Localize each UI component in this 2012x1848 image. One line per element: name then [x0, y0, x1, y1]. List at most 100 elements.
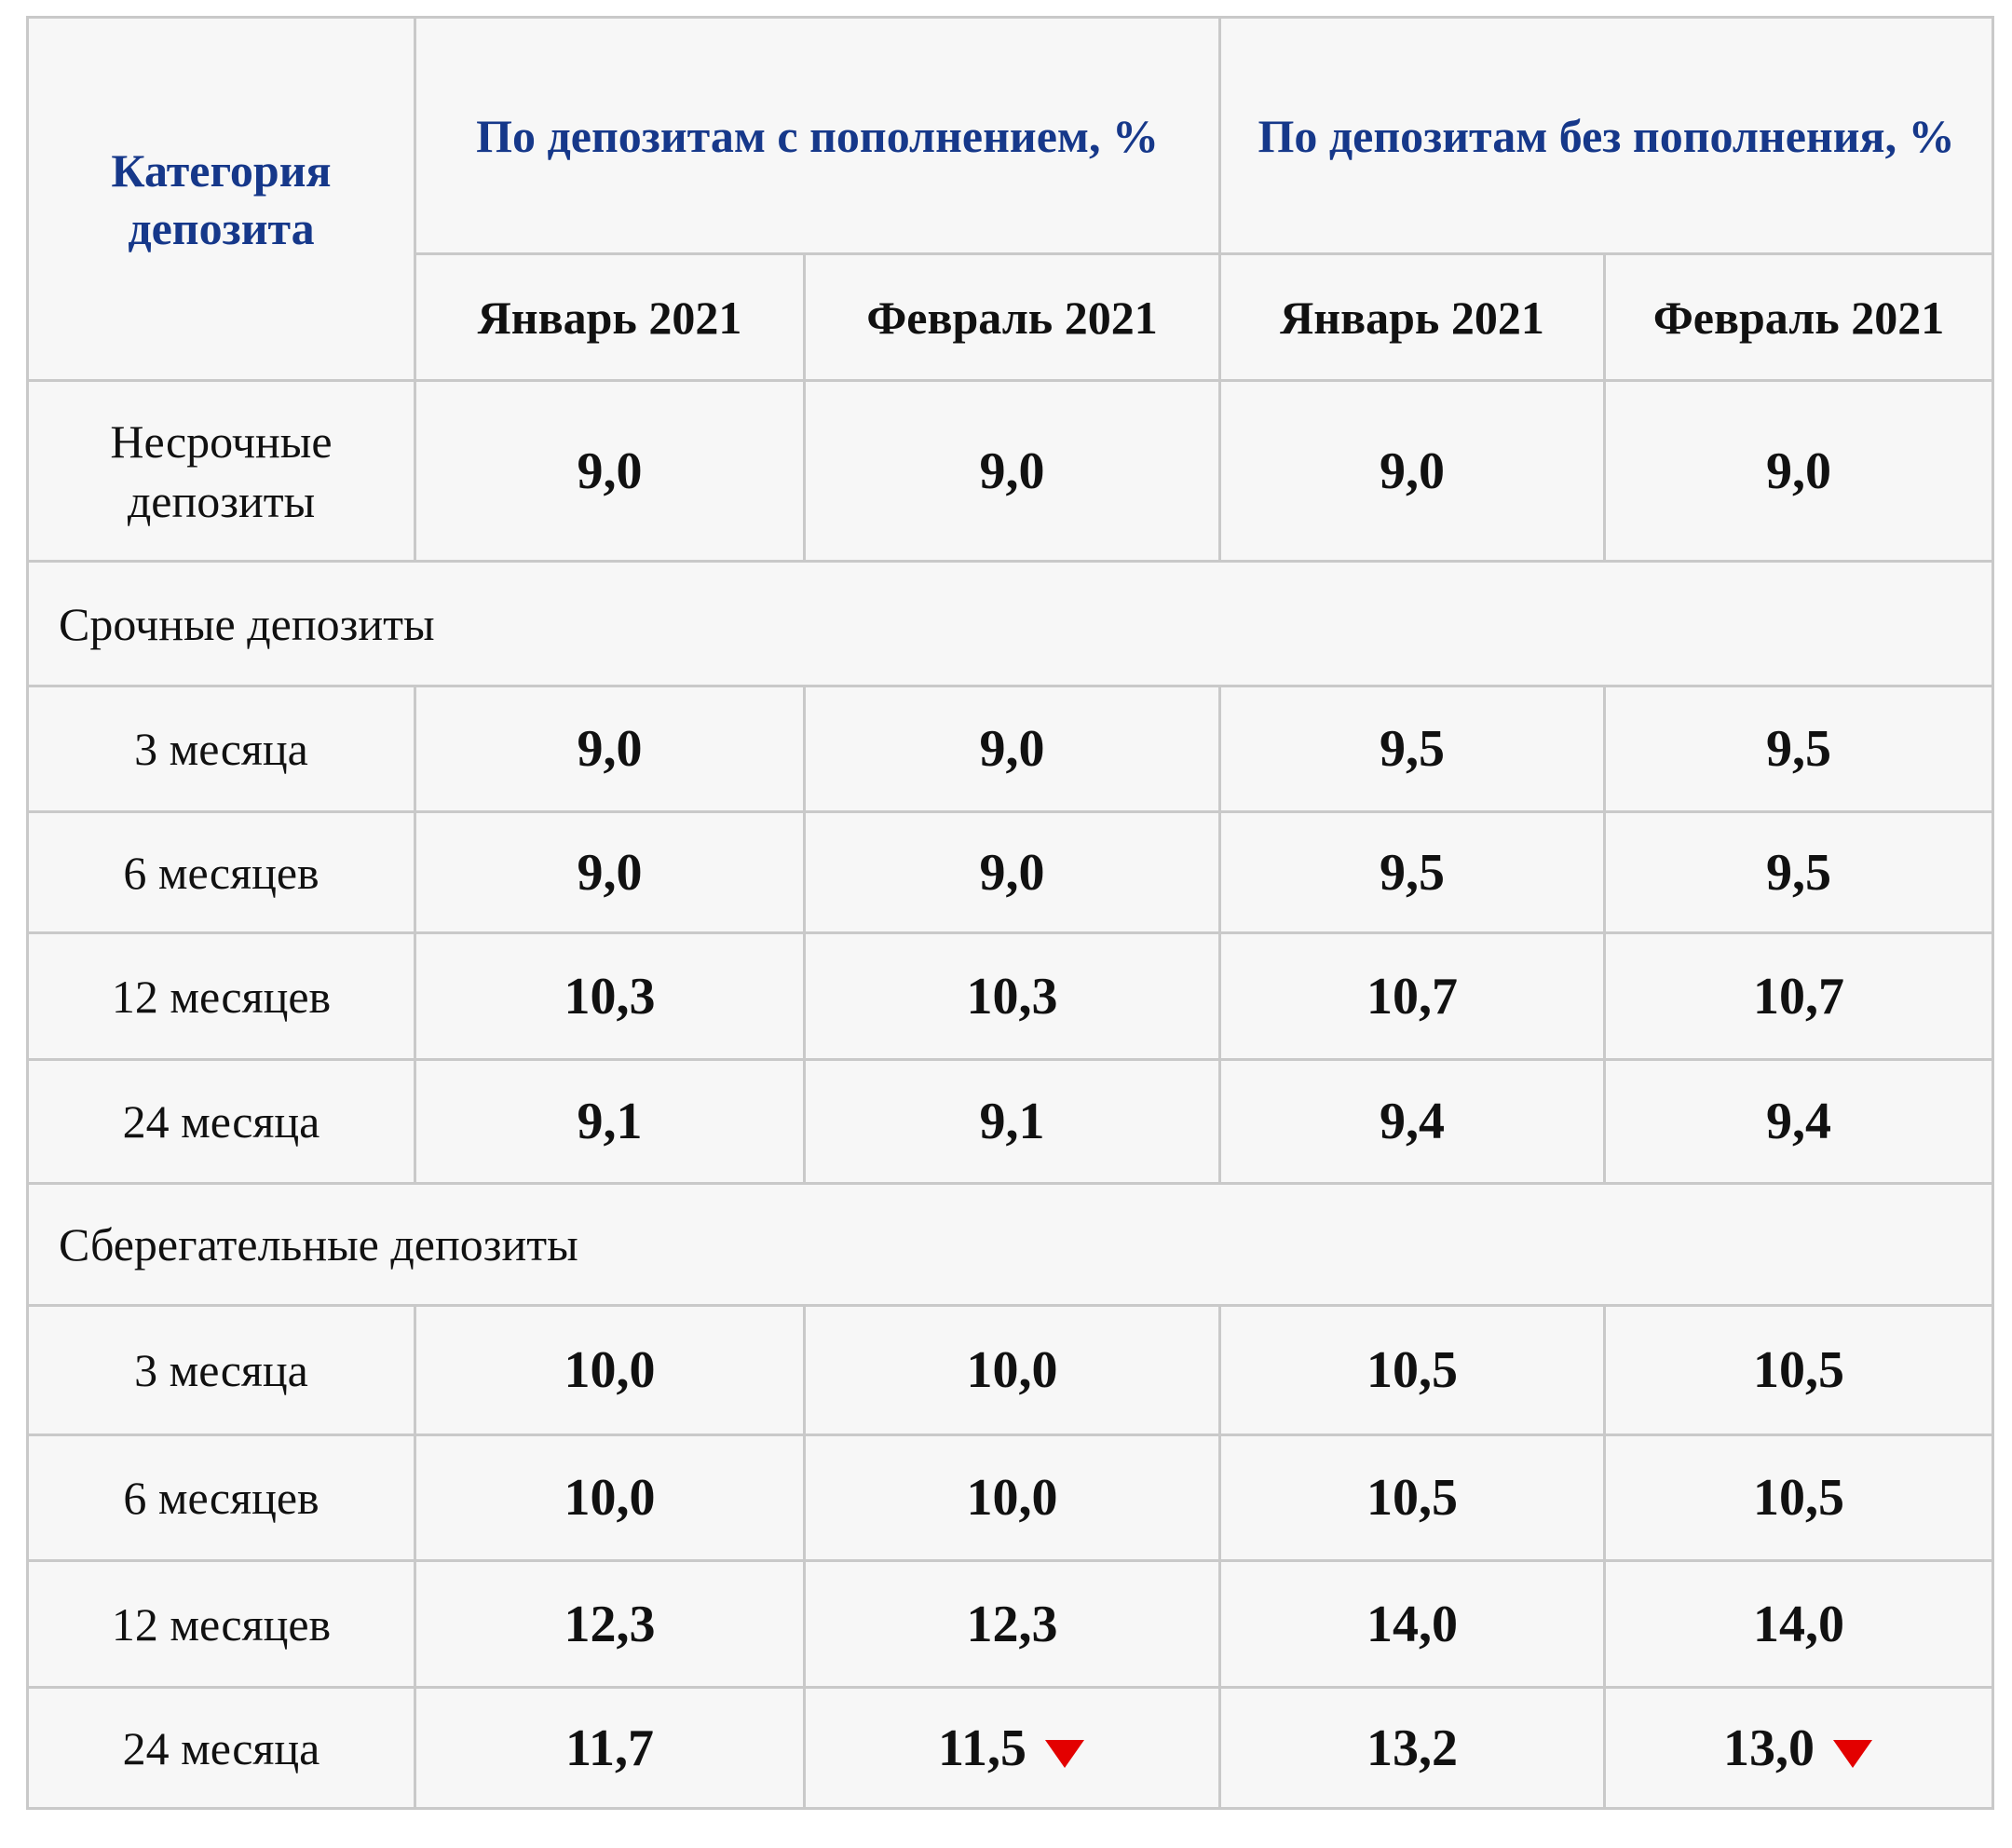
value-cell: 9,0 [414, 810, 806, 934]
text: 9,5 [1380, 843, 1446, 902]
value-cell: 10,3 [802, 931, 1222, 1061]
text: 12,3 [966, 1595, 1058, 1653]
text: 3 месяца [134, 1344, 308, 1396]
table-row: 3 месяца 9,0 9,0 9,5 9,5 [26, 685, 1995, 813]
text: 6 месяцев [123, 1472, 319, 1524]
text: 9,0 [577, 843, 643, 902]
value-cell: 10,3 [414, 931, 806, 1061]
section-cell: Срочные депозиты [25, 560, 1995, 687]
text: 10,0 [564, 1341, 656, 1399]
table-row: 12 месяцев 10,3 10,3 10,7 10,7 [26, 931, 1995, 1061]
text: 10,3 [564, 967, 656, 1026]
text: 10,0 [564, 1469, 656, 1527]
text: 12 месяцев [111, 970, 332, 1023]
text: Январь 2021 [1280, 291, 1544, 344]
text: 9,1 [577, 1093, 643, 1150]
text: 11,7 [565, 1719, 654, 1777]
text: 24 месяца [122, 1721, 320, 1774]
table-row: 12 месяцев 12,3 12,3 14,0 14,0 [26, 1559, 1995, 1689]
triangle [1833, 1739, 1873, 1768]
table-row: Срочные депозиты [25, 560, 1995, 687]
value-cell: 9,0 [1218, 379, 1607, 563]
deposit-table: Категория депозита По депозитам с пополн… [25, 16, 1995, 1810]
value-cell: 14,0 [1218, 1559, 1607, 1689]
row-label: 6 месяцев [26, 810, 416, 934]
value-cell: 10,0 [802, 1304, 1222, 1436]
header-group: По депозитам с пополнением, % [413, 16, 1222, 255]
text: 10,5 [1366, 1469, 1459, 1527]
text: 9,5 [1380, 720, 1446, 778]
text: 12 месяцев [111, 1597, 332, 1651]
value-cell: 9,4 [1603, 1058, 1995, 1185]
row-label: 24 месяца [26, 1058, 416, 1185]
value-cell: 9,4 [1218, 1058, 1607, 1185]
down-arrow [1833, 1739, 1873, 1768]
section-cell: Сберегательные депозиты [25, 1182, 1995, 1307]
value-cell: 9,5 [1603, 685, 1995, 813]
value-cell: 10,0 [414, 1304, 806, 1436]
text: 24 месяца [122, 1095, 320, 1148]
header-group: По депозитам без пополнения, % [1218, 16, 1995, 255]
text: 10,7 [1366, 967, 1459, 1026]
down-arrow [1044, 1739, 1084, 1768]
text: 10,0 [966, 1341, 1058, 1399]
value-cell: 9,0 [414, 685, 806, 813]
row-label: Несрочные депозиты [26, 379, 416, 563]
text: 9,0 [979, 442, 1045, 500]
value-cell: 9,0 [802, 379, 1222, 563]
text: 9,4 [1766, 1093, 1832, 1150]
value-cell: 14,0 [1603, 1559, 1995, 1689]
value-cell: 10,0 [414, 1434, 806, 1562]
text: 14,0 [1366, 1595, 1459, 1653]
text: 9,5 [1766, 720, 1832, 778]
text: Категория депозита [111, 143, 332, 254]
header-category: Категория депозита [26, 16, 416, 382]
value-cell: 9,5 [1603, 810, 1995, 934]
text: 9,0 [1380, 442, 1446, 500]
text: Февраль 2021 [866, 291, 1158, 344]
header-month: Февраль 2021 [802, 252, 1222, 382]
row-label: 12 месяцев [26, 1559, 416, 1689]
value-cell: 9,0 [802, 685, 1222, 813]
value-cell: 9,0 [1603, 379, 1995, 563]
row-label: 12 месяцев [26, 931, 416, 1061]
value-cell: 10,5 [1218, 1304, 1607, 1436]
value-cell: 9,5 [1218, 810, 1607, 934]
text: 13,2 [1366, 1719, 1459, 1777]
table-row: 24 месяца 11,7 11,5 13,2 13,0 [26, 1686, 1995, 1810]
text: 9,5 [1766, 843, 1832, 902]
text: 9,4 [1380, 1093, 1446, 1150]
text: Срочные депозиты [59, 597, 435, 650]
text: 10,0 [966, 1469, 1058, 1527]
value-cell: 11,5 [802, 1686, 1222, 1810]
value-cell: 9,1 [414, 1058, 806, 1185]
text: По депозитам с пополнением, % [476, 109, 1159, 162]
value-cell: 10,5 [1603, 1304, 1995, 1436]
text: 9,1 [979, 1093, 1045, 1150]
row-label: 24 месяца [26, 1686, 416, 1810]
table-row: Сберегательные депозиты [25, 1182, 1995, 1307]
header-month: Февраль 2021 [1603, 252, 1995, 382]
value-cell: 10,7 [1603, 931, 1995, 1061]
text: 10,3 [966, 967, 1058, 1026]
text: 9,0 [1766, 442, 1832, 500]
text: Несрочные депозиты [110, 414, 333, 527]
row-label: 3 месяца [26, 685, 416, 813]
value-cell: 9,0 [414, 379, 806, 563]
text: 3 месяца [134, 723, 308, 775]
text: 9,0 [577, 442, 643, 500]
row-label: 3 месяца [26, 1304, 416, 1436]
text: 9,0 [979, 720, 1045, 778]
table-row: 3 месяца 10,0 10,0 10,5 10,5 [26, 1304, 1995, 1436]
value-cell: 9,1 [802, 1058, 1222, 1185]
table-row: 24 месяца 9,1 9,1 9,4 9,4 [26, 1058, 1995, 1185]
text: 11,5 [938, 1719, 1026, 1777]
table-row: 6 месяцев 10,0 10,0 10,5 10,5 [26, 1434, 1995, 1562]
value-cell: 10,0 [802, 1434, 1222, 1562]
value-cell: 10,5 [1218, 1434, 1607, 1562]
value-cell: 13,2 [1218, 1686, 1607, 1810]
value-cell: 11,7 [414, 1686, 806, 1810]
header-month: Январь 2021 [414, 252, 806, 382]
value-cell: 10,7 [1218, 931, 1607, 1061]
